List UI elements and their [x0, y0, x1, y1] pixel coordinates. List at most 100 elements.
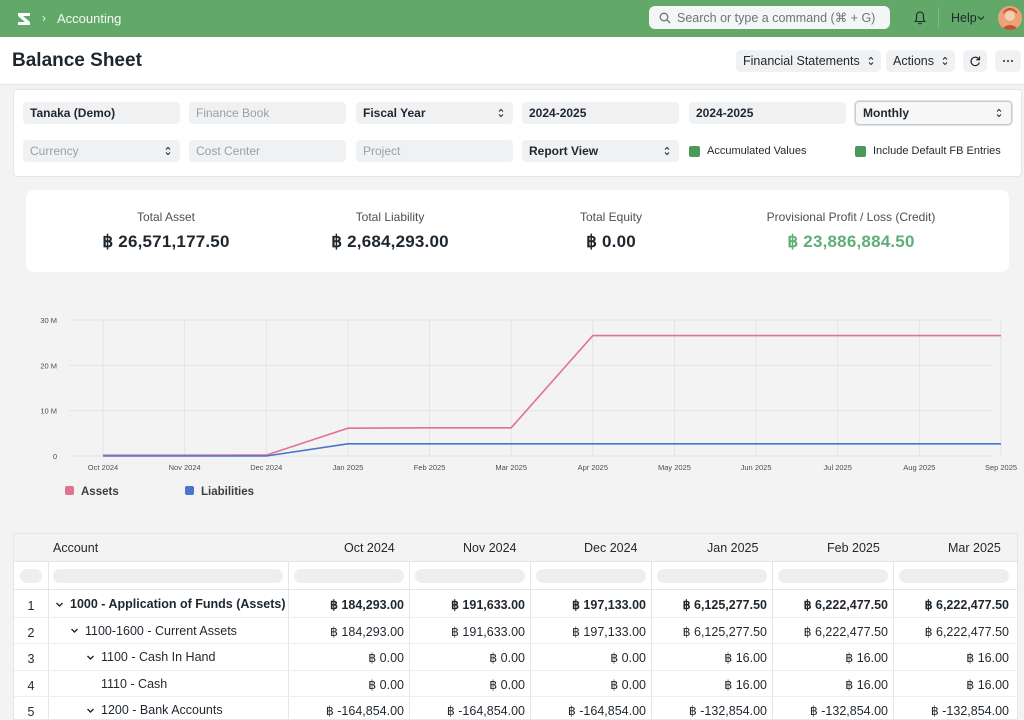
filter-input-jan-2025[interactable] [657, 569, 767, 583]
chevron-down-icon[interactable] [86, 706, 95, 715]
filter-input-oct-2024[interactable] [294, 569, 404, 583]
table-row[interactable]: 4 1110 - Cash ฿ 0.00 ฿ 0.00 ฿ 0.00 ฿ 16.… [14, 671, 1017, 697]
accumulated-values-checkbox[interactable]: Accumulated Values [689, 145, 806, 157]
include-default-fb-checkbox[interactable]: Include Default FB Entries [855, 145, 1001, 157]
refresh-button[interactable] [963, 50, 987, 72]
value-cell[interactable]: ฿ -132,854.00 [930, 704, 1009, 718]
value-cell[interactable]: ฿ 197,133.00 [572, 598, 646, 612]
provisional-profit-value: ฿ 23,886,884.50 [787, 232, 915, 251]
user-avatar[interactable] [998, 6, 1022, 30]
x-tick-label: Dec 2024 [250, 463, 282, 472]
value-cell[interactable]: ฿ -164,854.00 [567, 704, 646, 718]
value-cell[interactable]: ฿ 16.00 [724, 677, 767, 692]
cost-center-field[interactable]: Cost Center [189, 140, 346, 162]
command-search[interactable] [649, 6, 890, 29]
finance-book-field[interactable]: Finance Book [189, 102, 346, 124]
legend-swatch-assets [65, 486, 74, 495]
currency-select[interactable]: Currency [23, 140, 180, 162]
table-header-row: Account Oct 2024 Nov 2024 Dec 2024 Jan 2… [14, 534, 1017, 562]
filter-based-on-select[interactable]: Fiscal Year [356, 102, 513, 124]
value-cell[interactable]: ฿ 191,633.00 [451, 598, 525, 612]
column-header-account[interactable]: Account [53, 541, 99, 555]
value-cell[interactable]: ฿ 16.00 [966, 651, 1009, 665]
column-header-mar-2025[interactable]: Mar 2025 [948, 541, 1001, 555]
to-fiscal-year-field[interactable]: 2024-2025 [689, 102, 846, 124]
filter-input-feb-2025[interactable] [778, 569, 888, 583]
value-cell[interactable]: ฿ -164,854.00 [446, 704, 525, 718]
column-divider [772, 562, 773, 719]
from-fiscal-year-field[interactable]: 2024-2025 [522, 102, 679, 124]
column-header-feb-2025[interactable]: Feb 2025 [827, 541, 880, 555]
value-cell[interactable]: ฿ 16.00 [845, 677, 888, 692]
filter-input-dec-2024[interactable] [536, 569, 646, 583]
periodicity-select[interactable]: Monthly [855, 101, 1012, 125]
value-cell[interactable]: ฿ 0.00 [610, 651, 646, 665]
financial-statements-button[interactable]: Financial Statements [736, 50, 881, 72]
chevron-down-icon[interactable] [70, 626, 79, 635]
search-input[interactable] [677, 10, 887, 25]
column-header-jan-2025[interactable]: Jan 2025 [707, 541, 759, 555]
value-cell[interactable]: ฿ 6,222,477.50 [924, 598, 1009, 612]
page-header: Balance Sheet Financial Statements Actio… [0, 37, 1024, 85]
filter-input-nov-2024[interactable] [415, 569, 525, 583]
value-cell[interactable]: ฿ 184,293.00 [330, 624, 404, 639]
select-arrows-icon [664, 146, 670, 156]
value-cell[interactable]: ฿ 6,125,277.50 [682, 624, 767, 639]
account-cell[interactable]: 1200 - Bank Accounts [86, 703, 223, 717]
filter-input-rownum[interactable] [20, 569, 42, 583]
project-field[interactable]: Project [356, 140, 513, 162]
column-divider [409, 562, 410, 719]
value-cell[interactable]: ฿ 6,222,477.50 [924, 624, 1009, 639]
account-cell[interactable]: 1100 - Cash In Hand [86, 650, 215, 664]
series-line-liabilities [103, 443, 1001, 457]
value-cell[interactable]: ฿ 197,133.00 [572, 624, 646, 639]
value-cell[interactable]: ฿ 184,293.00 [330, 598, 404, 612]
value-cell[interactable]: ฿ -132,854.00 [809, 704, 888, 718]
filter-input-account[interactable] [53, 569, 283, 583]
column-header-nov-2024[interactable]: Nov 2024 [463, 541, 517, 555]
value-cell[interactable]: ฿ 0.00 [368, 651, 404, 665]
breadcrumb-accounting[interactable]: Accounting [57, 11, 122, 26]
value-cell[interactable]: ฿ 6,222,477.50 [803, 598, 888, 612]
table-row[interactable]: 1 1000 - Application of Funds (Assets) ฿… [14, 591, 1017, 618]
app-logo-icon[interactable] [14, 9, 34, 29]
chevron-down-icon[interactable] [55, 600, 64, 609]
row-number: 2 [27, 625, 35, 640]
y-tick-label: 0 [53, 452, 57, 461]
actions-button[interactable]: Actions [886, 50, 955, 72]
chevron-down-icon[interactable] [86, 653, 95, 662]
account-cell[interactable]: 1000 - Application of Funds (Assets) [55, 597, 286, 611]
value-cell[interactable]: ฿ 0.00 [368, 677, 404, 692]
chevron-right-icon: › [42, 11, 46, 25]
company-field[interactable]: Tanaka (Demo) [23, 102, 180, 124]
provisional-profit-label: Provisional Profit / Loss (Credit) [766, 210, 936, 224]
periodicity-value: Monthly [863, 106, 909, 120]
column-header-oct-2024[interactable]: Oct 2024 [344, 541, 395, 555]
x-tick-label: Jan 2025 [332, 463, 363, 472]
chevron-down-icon[interactable] [976, 13, 986, 23]
value-cell[interactable]: ฿ 191,633.00 [451, 624, 525, 639]
table-row[interactable]: 5 1200 - Bank Accounts ฿ -164,854.00 ฿ -… [14, 697, 1017, 719]
value-cell[interactable]: ฿ 0.00 [489, 651, 525, 665]
value-cell[interactable]: ฿ -132,854.00 [688, 704, 767, 718]
notification-bell-icon[interactable] [912, 10, 928, 26]
view-select[interactable]: Report View [522, 140, 679, 162]
value-cell[interactable]: ฿ 0.00 [610, 677, 646, 692]
account-cell[interactable]: 1100-1600 - Current Assets [70, 624, 237, 638]
value-cell[interactable]: ฿ 0.00 [489, 677, 525, 692]
search-icon [659, 12, 671, 23]
page-title: Balance Sheet [12, 50, 142, 71]
value-cell[interactable]: ฿ 16.00 [966, 677, 1009, 692]
account-cell[interactable]: 1110 - Cash [101, 677, 167, 691]
value-cell[interactable]: ฿ 16.00 [724, 651, 767, 665]
help-menu-button[interactable]: Help [951, 11, 977, 25]
value-cell[interactable]: ฿ 6,125,277.50 [682, 598, 767, 612]
value-cell[interactable]: ฿ 6,222,477.50 [803, 624, 888, 639]
filter-input-mar-2025[interactable] [899, 569, 1009, 583]
table-row[interactable]: 3 1100 - Cash In Hand ฿ 0.00 ฿ 0.00 ฿ 0.… [14, 644, 1017, 671]
column-header-dec-2024[interactable]: Dec 2024 [584, 541, 638, 555]
value-cell[interactable]: ฿ 16.00 [845, 651, 888, 665]
value-cell[interactable]: ฿ -164,854.00 [325, 704, 404, 718]
more-options-button[interactable] [995, 50, 1021, 72]
table-row[interactable]: 2 1100-1600 - Current Assets ฿ 184,293.0… [14, 618, 1017, 644]
